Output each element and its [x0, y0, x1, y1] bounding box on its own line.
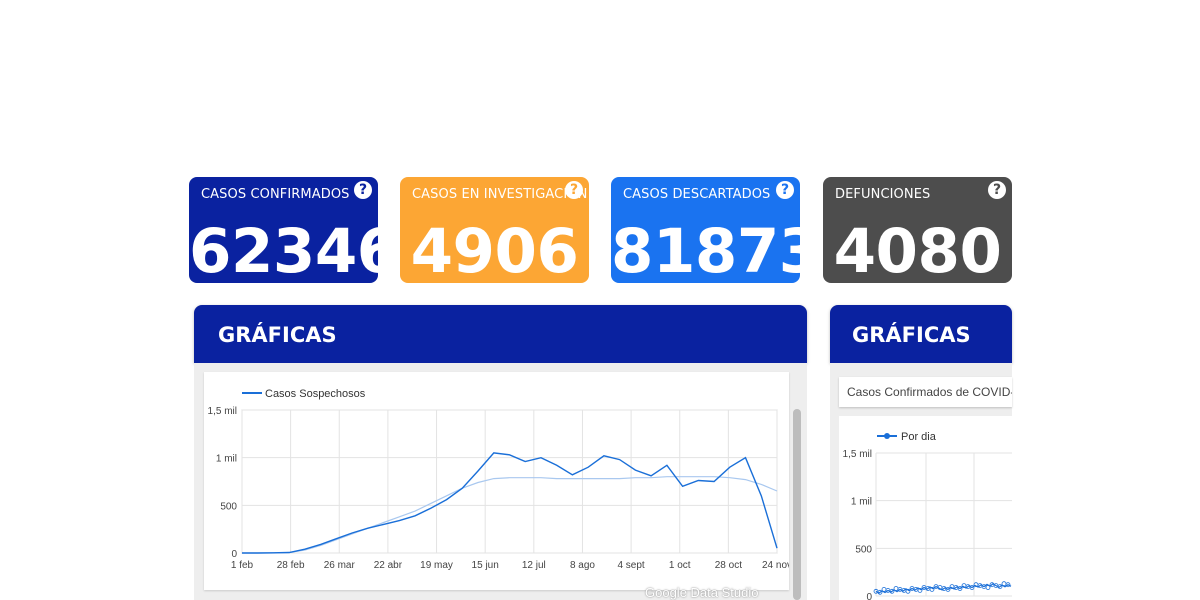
- chart-title: Casos Confirmados de COVID-19: [847, 385, 1012, 399]
- question-circle-icon[interactable]: ?: [988, 181, 1006, 199]
- section-header-right: GRÁFICAS: [830, 305, 1012, 363]
- x-tick-label: 28 oct: [715, 560, 742, 571]
- section-title: GRÁFICAS: [852, 323, 971, 347]
- trend-line: [242, 476, 778, 554]
- series-line-sospechosos: [242, 452, 778, 554]
- x-tick-label: 15 jun: [472, 560, 499, 571]
- x-tick-label: 8 ago: [570, 560, 595, 571]
- section-header-left: GRÁFICAS: [194, 305, 807, 363]
- x-tick-label: 12 jul: [522, 560, 546, 571]
- y-tick-label: 1 mil: [216, 454, 237, 465]
- stat-value: 4906: [410, 216, 579, 284]
- y-tick-label: 1,5 mil: [843, 449, 872, 460]
- y-tick-label: 500: [220, 501, 237, 512]
- stat-value: 62346: [189, 216, 378, 284]
- data-point: [905, 588, 911, 594]
- x-tick-label: 24 nov: [762, 560, 789, 571]
- chart-card-sospechosos: Casos Sospechosos 1,5 mil 1 mil 500 0 1 feb…: [204, 372, 792, 590]
- watermark: Google Data Studio: [645, 585, 759, 600]
- data-point: [957, 586, 963, 591]
- data-point: [945, 586, 951, 592]
- y-tick-label: 1,5 mil: [208, 406, 237, 417]
- data-point: [997, 584, 1003, 590]
- stat-label: CASOS CONFIRMADOS: [201, 187, 350, 202]
- chart-title-confirmados: Casos Confirmados de COVID-19: [839, 377, 1012, 407]
- stat-label: CASOS EN INVESTIGACIÓN: [412, 187, 588, 202]
- data-point: [929, 586, 935, 592]
- chart-card-confirmados: Por dia 1,5 mil 1 mil 500 0: [839, 416, 1012, 600]
- data-point: [881, 586, 887, 592]
- stat-label: CASOS DESCARTADOS: [623, 187, 771, 202]
- legend-marker: [884, 433, 890, 439]
- y-tick-label: 0: [231, 549, 237, 560]
- x-tick-label: 1 feb: [231, 560, 254, 571]
- data-point: [893, 586, 899, 591]
- stat-card-descartados: CASOS DESCARTADOS ? 81873: [611, 177, 800, 283]
- line-chart-sospechosos: Casos Sospechosos 1,5 mil 1 mil 500 0 1 feb…: [208, 388, 792, 571]
- line-chart-confirmados: Por dia 1,5 mil 1 mil 500 0: [843, 431, 1012, 600]
- data-point: [1005, 582, 1011, 588]
- stat-card-confirmados: CASOS CONFIRMADOS ? 62346: [189, 177, 378, 283]
- x-tick-label: 28 feb: [277, 560, 305, 571]
- stat-card-defunciones: DEFUNCIONES ? 4080: [823, 177, 1012, 283]
- x-tick-label: 19 may: [420, 560, 453, 571]
- question-circle-icon[interactable]: ?: [354, 181, 372, 199]
- series-line-por-dia: [875, 583, 1012, 594]
- stat-card-investigacion: CASOS EN INVESTIGACIÓN ? 4906: [400, 177, 589, 283]
- x-tick-label: 1 oct: [669, 560, 691, 571]
- stat-label: DEFUNCIONES: [835, 187, 931, 202]
- x-tick-label: 26 mar: [324, 560, 356, 571]
- question-circle-icon[interactable]: ?: [565, 181, 583, 199]
- y-tick-label: 0: [866, 592, 872, 600]
- y-tick-label: 500: [855, 544, 872, 555]
- y-tick-label: 1 mil: [851, 497, 872, 508]
- data-point: [969, 585, 975, 590]
- legend-label: Por dia: [901, 431, 937, 443]
- x-tick-label: 22 abr: [374, 560, 403, 571]
- data-point: [985, 585, 991, 590]
- data-point: [877, 589, 883, 595]
- data-point: [889, 588, 895, 594]
- scrollbar[interactable]: [793, 409, 801, 600]
- legend-label: Casos Sospechosos: [265, 388, 366, 400]
- question-circle-icon[interactable]: ?: [776, 181, 794, 199]
- section-title: GRÁFICAS: [218, 323, 337, 347]
- stat-value: 81873: [611, 216, 800, 284]
- data-point: [917, 587, 923, 593]
- stat-value: 4080: [833, 216, 1002, 284]
- x-tick-label: 4 sept: [617, 560, 644, 571]
- data-point: [1001, 581, 1007, 587]
